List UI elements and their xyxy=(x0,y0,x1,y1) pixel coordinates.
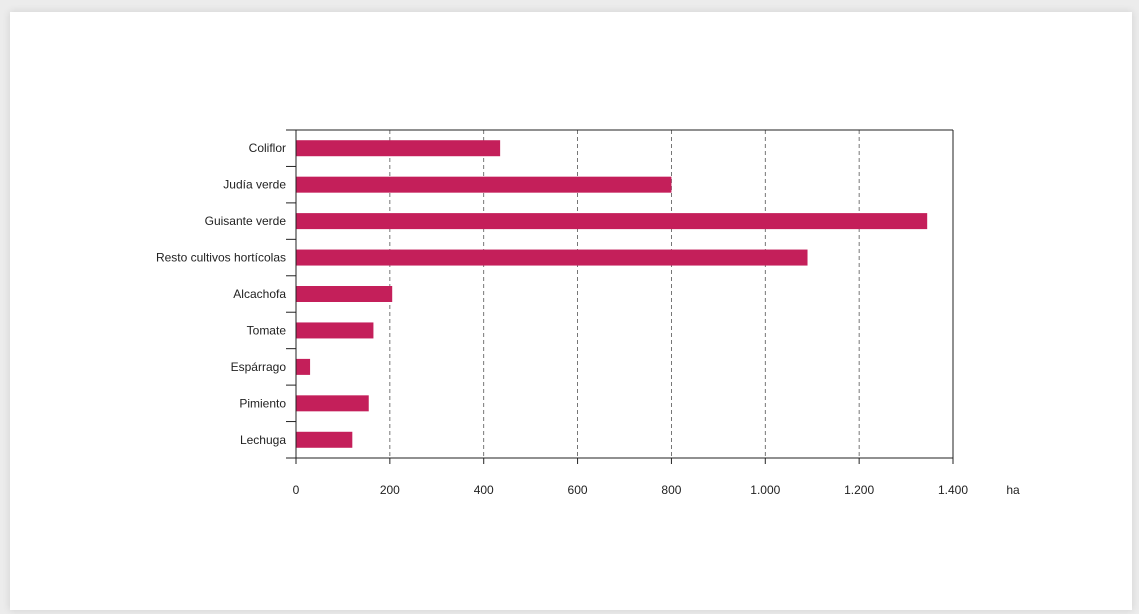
x-tick-label: 400 xyxy=(474,483,494,497)
x-axis-unit-label: ha xyxy=(1006,483,1020,497)
bar xyxy=(296,322,374,339)
bars xyxy=(296,140,928,448)
bar xyxy=(296,395,369,412)
bar xyxy=(296,213,928,230)
category-label: Resto cultivos hortícolas xyxy=(156,251,286,265)
category-label: Judía verde xyxy=(223,178,286,192)
x-tick-label: 1.400 xyxy=(938,483,968,497)
x-tick-label: 200 xyxy=(380,483,400,497)
category-labels: Coliflor Judía verde Guisante verde Resto c… xyxy=(156,141,286,447)
category-label: Pimiento xyxy=(239,396,286,410)
bar xyxy=(296,286,393,302)
x-tick-label: 1.200 xyxy=(844,483,874,497)
bar xyxy=(296,249,808,266)
category-label: Alcachofa xyxy=(233,287,286,301)
category-label: Guisante verde xyxy=(205,214,287,228)
bar xyxy=(296,176,672,193)
x-tick-label: 600 xyxy=(568,483,588,497)
bar xyxy=(296,431,353,448)
category-label: Coliflor xyxy=(249,141,286,155)
chart-card xyxy=(10,12,1132,610)
bar xyxy=(296,140,501,157)
x-tick-label: 1.000 xyxy=(750,483,780,497)
x-tick-label: 0 xyxy=(293,483,300,497)
category-label: Tomate xyxy=(247,323,287,337)
category-label: Lechuga xyxy=(240,433,286,447)
axes xyxy=(286,129,954,464)
tick-labels: 0 200 400 600 800 1.000 1.200 1.400 xyxy=(293,483,969,497)
x-tick-label: 800 xyxy=(661,483,681,497)
category-label: Espárrago xyxy=(231,360,287,374)
bar xyxy=(296,358,311,375)
